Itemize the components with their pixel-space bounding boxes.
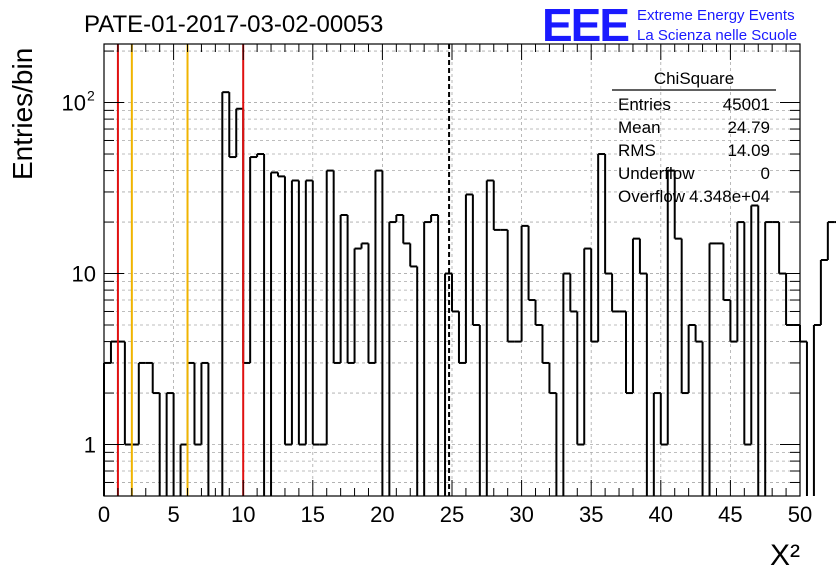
x-tick-label: 10 bbox=[231, 502, 255, 527]
y-tick-label: 10 bbox=[72, 262, 96, 287]
x-axis-label: X² bbox=[770, 539, 800, 572]
chart-title: PATE-01-2017-03-02-00053 bbox=[84, 11, 383, 38]
stats-box: ChiSquare Entries 45001 Mean 24.79 RMS 1… bbox=[612, 69, 776, 206]
x-tick-label: 15 bbox=[301, 502, 325, 527]
stats-label-rms: RMS bbox=[618, 141, 656, 160]
logo-line1: Extreme Energy Events bbox=[637, 7, 795, 24]
x-tick-label: 35 bbox=[579, 502, 603, 527]
stats-label-underflow: Underflow bbox=[618, 164, 695, 183]
histogram-bars bbox=[103, 91, 836, 496]
logo-mark: EEE bbox=[542, 0, 628, 51]
x-tick-label: 0 bbox=[98, 502, 110, 527]
axis-ticks bbox=[103, 44, 801, 497]
stats-value-mean: 24.79 bbox=[727, 118, 770, 137]
x-tick-label: 45 bbox=[718, 502, 742, 527]
grid bbox=[104, 44, 800, 496]
stats-value-overflow: 4.348e+04 bbox=[689, 187, 770, 206]
x-tick-labels: 0 5 10 15 20 25 30 35 40 45 50 bbox=[98, 502, 812, 527]
stats-label-entries: Entries bbox=[618, 95, 671, 114]
x-tick-label: 50 bbox=[788, 502, 812, 527]
x-tick-label: 5 bbox=[167, 502, 179, 527]
reference-lines bbox=[116, 44, 451, 496]
eee-logo: EEE Extreme Energy Events La Scienza nel… bbox=[542, 0, 797, 51]
x-tick-label: 30 bbox=[509, 502, 533, 527]
stats-value-underflow: 0 bbox=[761, 164, 770, 183]
x-tick-label: 25 bbox=[440, 502, 464, 527]
y-axis-label: Entries/bin bbox=[7, 48, 38, 180]
stats-label-mean: Mean bbox=[618, 118, 661, 137]
y-tick-label-exponent: 2 bbox=[87, 88, 95, 104]
logo-line2: La Scienza nelle Scuole bbox=[637, 27, 797, 44]
y-tick-label: 10 bbox=[62, 91, 86, 116]
x-tick-label: 40 bbox=[649, 502, 673, 527]
y-tick-label: 1 bbox=[84, 433, 96, 458]
stats-label-overflow: Overflow bbox=[618, 187, 686, 206]
stats-name: ChiSquare bbox=[654, 69, 734, 88]
stats-value-entries: 45001 bbox=[723, 95, 770, 114]
stats-value-rms: 14.09 bbox=[727, 141, 770, 160]
x-tick-label: 20 bbox=[370, 502, 394, 527]
